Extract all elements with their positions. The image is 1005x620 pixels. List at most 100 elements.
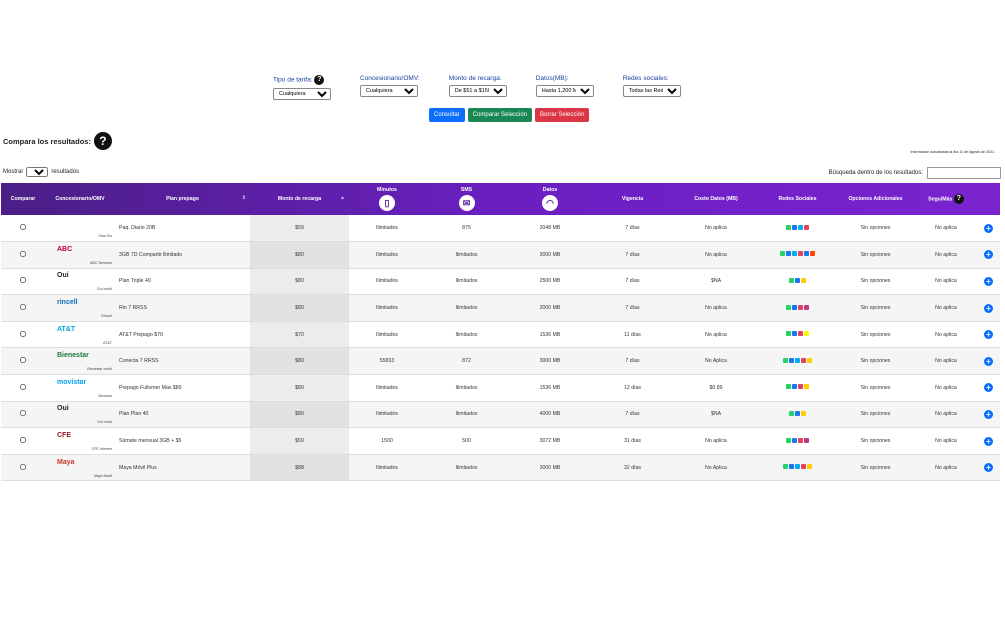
plan-name: Maya Móvil Plus	[119, 464, 157, 471]
logo-mark: Oui	[57, 272, 69, 280]
minutos: Ilimitados	[376, 464, 398, 471]
costo-datos: $NA	[710, 411, 722, 418]
social-network-icon	[807, 464, 812, 470]
plan-name: Prepago Fullomer Mas $80	[119, 384, 182, 391]
sms: Ilimitados	[455, 331, 478, 338]
social-network-icon	[792, 384, 797, 390]
consultar-button[interactable]: Consultar	[429, 108, 465, 122]
concesionario-select[interactable]: Cualquiera	[360, 85, 418, 97]
expand-plus-icon[interactable]: +	[984, 463, 993, 473]
col-redes[interactable]: Redes Sociales	[778, 196, 817, 202]
compare-checkbox[interactable]	[20, 383, 26, 390]
expand-plus-icon[interactable]: +	[984, 250, 993, 260]
compare-checkbox[interactable]	[20, 410, 26, 417]
datos-select[interactable]: Hasta 1,200 MB	[535, 85, 594, 97]
social-network-icon	[786, 437, 791, 443]
tipo-tarifa-select[interactable]: Cualquiera	[273, 88, 331, 100]
expand-plus-icon[interactable]: +	[984, 356, 993, 366]
col-comparar[interactable]: Comparar	[10, 196, 36, 202]
help-icon[interactable]: ?	[314, 75, 325, 85]
compare-checkbox[interactable]	[20, 224, 26, 231]
minutos: Ilimitados	[376, 411, 398, 418]
compare-checkbox[interactable]	[20, 277, 26, 284]
monto-select[interactable]: De $51 a $150	[448, 85, 507, 97]
datos: 3000 MB	[539, 464, 561, 471]
monto: $80	[250, 347, 349, 375]
operator-name: ABC Services	[89, 260, 112, 265]
compare-checkbox[interactable]	[20, 463, 26, 470]
social-icons	[783, 464, 812, 470]
results-table: Comparar Concesionario/OMV Plan prepago ⇕…	[1, 183, 1000, 481]
monto: $59	[250, 215, 349, 242]
col-seguimas[interactable]: SeguiMás ?	[915, 183, 977, 215]
operator-logo: rincell Rincell	[45, 296, 115, 320]
table-row: Bienestar Bienestar móvil Conecta 7 RRSS…	[1, 347, 1000, 375]
compare-checkbox[interactable]	[20, 250, 26, 257]
expand-plus-icon[interactable]: +	[984, 436, 993, 446]
col-plan[interactable]: Plan prepago ⇕	[166, 195, 246, 202]
expand-plus-icon[interactable]: +	[984, 276, 993, 286]
col-datos[interactable]: Datos ◠	[508, 183, 592, 215]
filter-label: Monto de recarga:	[448, 75, 502, 82]
datos: 3000 MB	[539, 251, 561, 258]
plan-name: Súmate mensual 3GB + $5	[119, 438, 182, 445]
plan-name: Plan Plan 40	[119, 411, 149, 418]
borrar-button[interactable]: Borrar Selección	[535, 108, 590, 122]
operator-logo: AT&T AT&T	[45, 323, 115, 347]
social-network-icon	[792, 437, 797, 443]
table-row: rincell Rincell Rin 7 RRSS $80 Ilimitado…	[1, 294, 1000, 322]
sms: 872	[462, 358, 471, 365]
social-icons	[786, 304, 809, 310]
social-network-icon	[783, 357, 788, 363]
search-input[interactable]	[927, 167, 1001, 179]
compare-checkbox[interactable]	[20, 437, 26, 444]
col-minutos[interactable]: Minutos ▯	[349, 183, 425, 215]
compare-checkbox[interactable]	[20, 357, 26, 364]
page-length-select[interactable]: 10	[26, 167, 49, 177]
plan-name: Paq. Diario 20B	[119, 225, 156, 232]
expand-plus-icon[interactable]: +	[984, 409, 993, 419]
monto: $88	[250, 454, 349, 481]
table-row: Maya Maya Móvil Maya Móvil Plus $88 Ilim…	[1, 454, 1000, 481]
table-row: AT&T AT&T AT&T Prepago $70 $70 Ilimitado…	[1, 321, 1000, 348]
social-network-icon	[795, 464, 800, 470]
social-network-icon	[792, 331, 797, 337]
social-icons	[783, 357, 812, 363]
col-concesionario[interactable]: Concesionario/OMV	[55, 196, 105, 202]
redes-select[interactable]: Todas las Redes	[622, 85, 681, 97]
wifi-icon: ◠	[542, 195, 558, 211]
costo-datos: No aplica	[705, 305, 727, 312]
compare-checkbox[interactable]	[20, 304, 26, 311]
help-icon[interactable]: ?	[953, 194, 964, 204]
operator-name: AT&T	[103, 340, 112, 345]
sms: Ilimitados	[455, 464, 478, 471]
col-vigencia[interactable]: Vigencia	[621, 196, 644, 202]
filter-concesionario: Concesionario/OMV: Cualquiera	[360, 75, 420, 100]
comparar-button[interactable]: Comparar Selección	[467, 108, 533, 122]
compare-checkbox[interactable]	[20, 330, 26, 337]
sort-asc-icon: ▲	[340, 195, 345, 201]
expand-plus-icon[interactable]: +	[984, 330, 993, 340]
col-monto[interactable]: Monto de recarga ▲	[277, 195, 345, 202]
col-costo[interactable]: Costo Datos (MB)	[694, 196, 738, 202]
operator-name: Rincell	[101, 314, 112, 319]
social-network-icon	[789, 464, 794, 470]
costo-datos: No Aplica	[705, 464, 727, 471]
social-network-icon	[810, 251, 815, 257]
col-opciones[interactable]: Opciones Adicionales	[848, 196, 903, 202]
table-row: Viva Gio Paq. Diario 20B $59 Ilimitados …	[1, 215, 1000, 242]
expand-plus-icon[interactable]: +	[984, 383, 993, 393]
filter-label: Tipo de tarifa: ?	[273, 75, 331, 85]
help-icon[interactable]: ?	[93, 132, 112, 150]
sms: Ilimitados	[455, 305, 478, 312]
expand-plus-icon[interactable]: +	[984, 223, 993, 233]
compare-heading: Compara los resultados: ?	[3, 132, 112, 150]
monto: $80	[250, 268, 349, 295]
vigencia: 12 días	[623, 384, 642, 391]
phone-icon: ▯	[379, 195, 395, 211]
expand-plus-icon[interactable]: +	[984, 303, 993, 313]
operator-logo: Oui Oui móvil	[45, 402, 115, 426]
col-sms[interactable]: SMS ✉	[425, 183, 508, 215]
minutos: 1500	[381, 438, 393, 445]
logo-mark: AT&T	[57, 325, 76, 333]
